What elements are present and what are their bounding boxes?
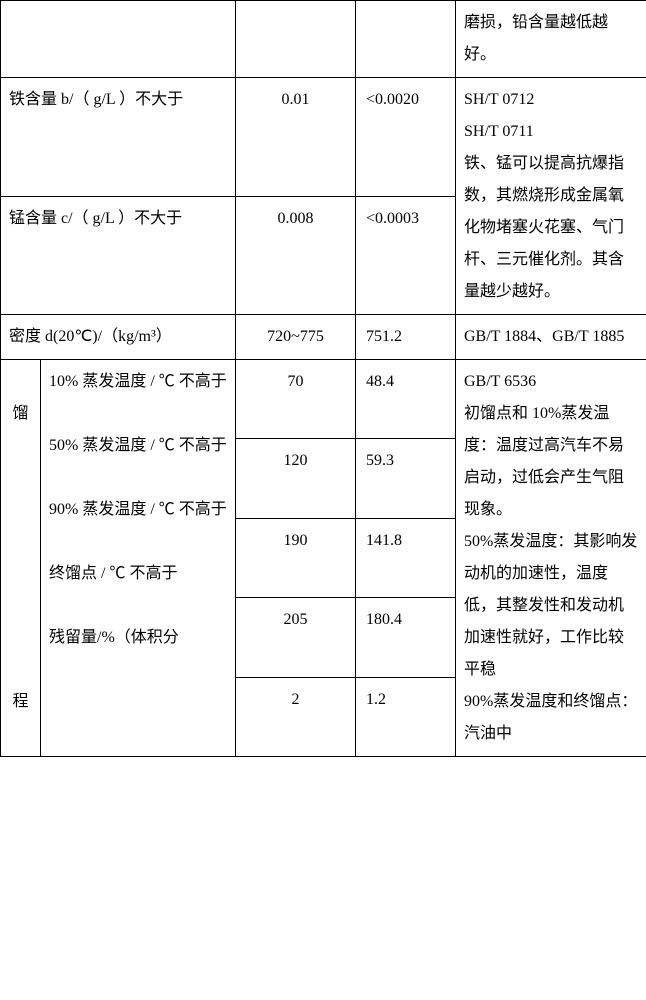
cell-val: 59.3 (356, 439, 456, 518)
cell-note: SH/T 0712 SH/T 0711 铁、锰可以提高抗爆指数，其燃烧形成金属氧… (456, 78, 646, 315)
cell-spec: 2 (236, 677, 356, 756)
cell-val: <0.0020 (356, 78, 456, 197)
cell-val: 751.2 (356, 315, 456, 360)
cell-spec (236, 1, 356, 78)
cell-val: <0.0003 (356, 196, 456, 315)
cell-note: 磨损，铅含量越低越好。 (456, 1, 646, 78)
cell-note: GB/T 1884、GB/T 1885 (456, 315, 646, 360)
cell-label: 密度 d(20℃)/（kg/m³） (1, 315, 236, 360)
table-row: 密度 d(20℃)/（kg/m³） 720~775 751.2 GB/T 188… (1, 315, 646, 360)
cell-spec: 720~775 (236, 315, 356, 360)
cell-spec: 190 (236, 518, 356, 597)
table-row: 铁含量 b/（ g/L ）不大于 0.01 <0.0020 SH/T 0712 … (1, 78, 646, 197)
cell-val: 141.8 (356, 518, 456, 597)
cell-spec: 120 (236, 439, 356, 518)
cell-spec: 205 (236, 598, 356, 677)
cell-note: GB/T 6536 初馏点和 10%蒸发温度：温度过高汽车不易启动，过低会产生气… (456, 360, 646, 757)
cell-spec: 70 (236, 360, 356, 439)
cell-val: 48.4 (356, 360, 456, 439)
cell-group-label: 馏 程 (1, 360, 41, 757)
cell-label (1, 1, 236, 78)
cell-val: 1.2 (356, 677, 456, 756)
cell-label: 铁含量 b/（ g/L ）不大于 (1, 78, 236, 197)
cell-spec: 0.01 (236, 78, 356, 197)
spec-table: 磨损，铅含量越低越好。 铁含量 b/（ g/L ）不大于 0.01 <0.002… (0, 0, 646, 757)
cell-label: 锰含量 c/（ g/L ）不大于 (1, 196, 236, 315)
cell-val: 180.4 (356, 598, 456, 677)
cell-spec: 0.008 (236, 196, 356, 315)
table-row: 磨损，铅含量越低越好。 (1, 1, 646, 78)
cell-val (356, 1, 456, 78)
table-row: 馏 程 10% 蒸发温度 / ℃ 不高于 50% 蒸发温度 / ℃ 不高于 90… (1, 360, 646, 439)
cell-sub-labels: 10% 蒸发温度 / ℃ 不高于 50% 蒸发温度 / ℃ 不高于 90% 蒸发… (41, 360, 236, 757)
